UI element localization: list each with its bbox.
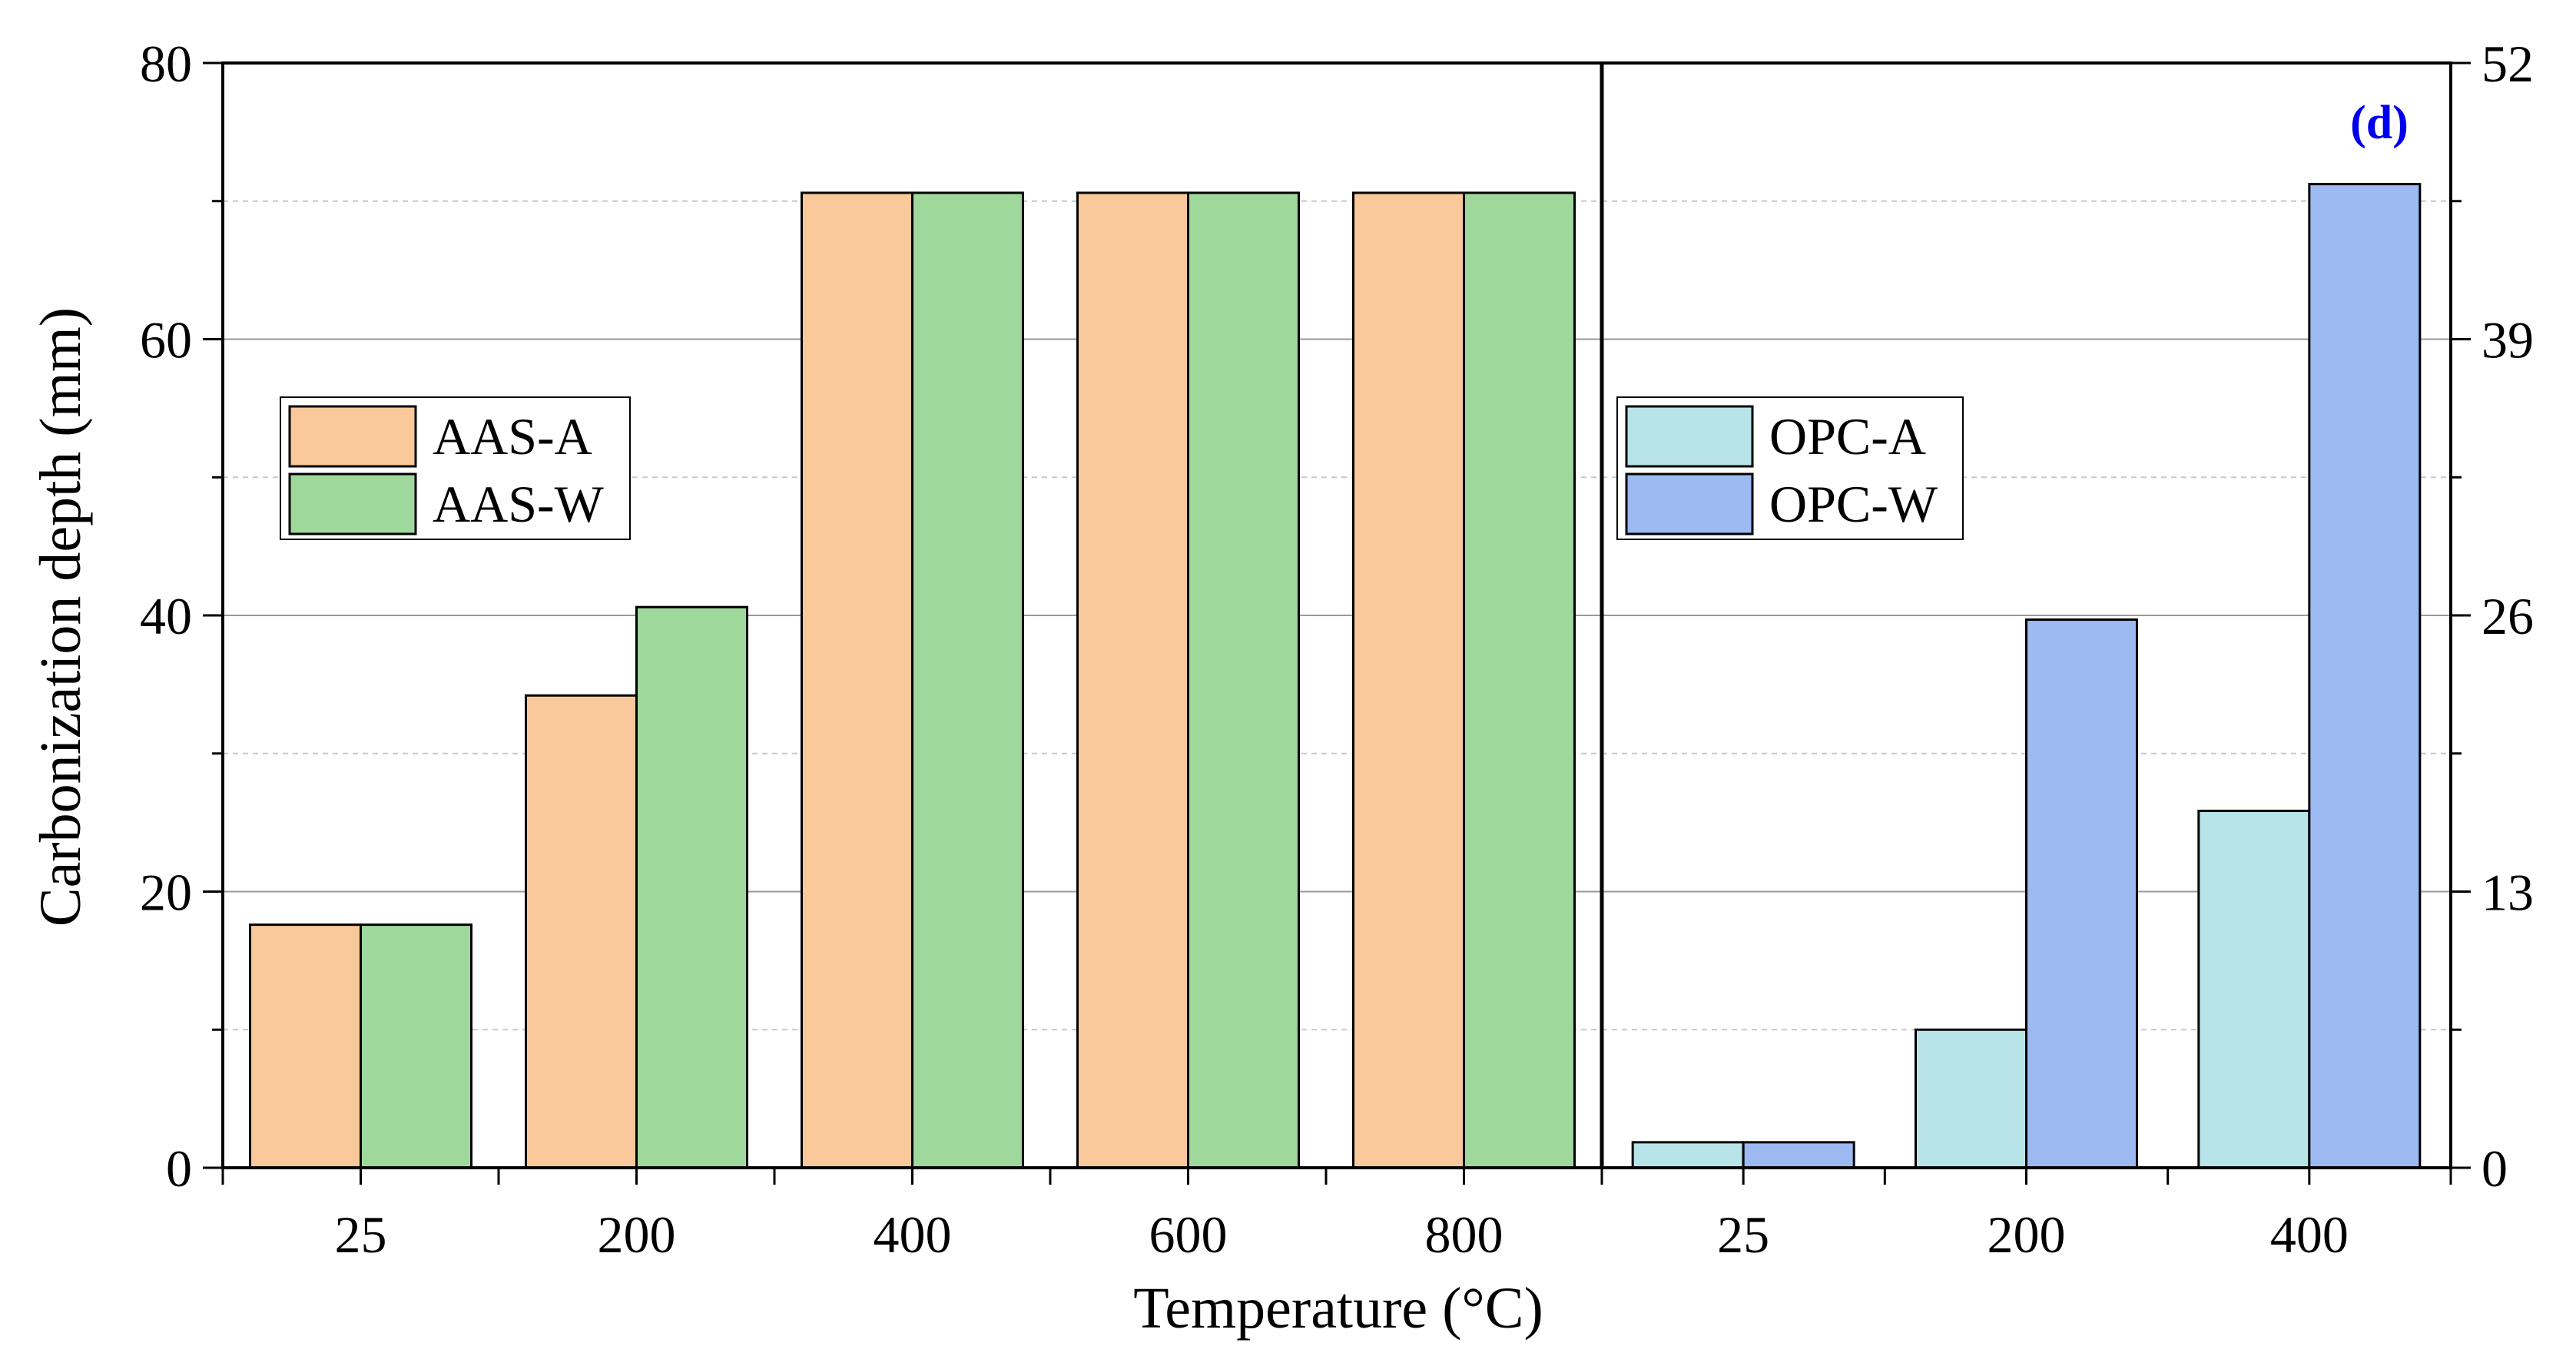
x-tick-label: 200 (598, 1205, 676, 1264)
bar-aas-w-400 (911, 191, 1024, 1169)
bar-opc-a-25 (1631, 1141, 1745, 1169)
bars (249, 183, 2422, 1169)
legend-swatch-opc-a (1625, 405, 1754, 468)
x-tick-label: 25 (1717, 1205, 1769, 1264)
y-tick-label-left: 60 (140, 311, 192, 370)
legend-swatch-aas-w (288, 472, 417, 535)
legend-label-aas-w: AAS-W (433, 475, 605, 533)
y-tick-label-right: 0 (2482, 1139, 2508, 1198)
y-tick-label-left: 20 (140, 864, 192, 922)
x-tick-label: 600 (1149, 1205, 1228, 1264)
bar-aas-w-200 (635, 605, 748, 1169)
bar-aas-a-25 (249, 923, 362, 1169)
bar-aas-a-400 (801, 191, 913, 1169)
legend-label-aas-a: AAS-A (433, 407, 592, 466)
y-tick-label-right: 39 (2482, 311, 2534, 370)
y-tick-label-left: 0 (166, 1139, 192, 1198)
legend-swatch-opc-w (1625, 472, 1754, 535)
y-tick-label-left: 40 (140, 587, 192, 645)
bar-aas-w-25 (360, 923, 472, 1169)
bar-aas-w-800 (1463, 191, 1576, 1169)
bar-opc-a-400 (2197, 809, 2311, 1169)
x-tick-label: 800 (1425, 1205, 1503, 1264)
x-tick-label: 25 (335, 1205, 387, 1264)
y-tick-label-left: 80 (140, 35, 192, 93)
bar-opc-w-200 (2025, 618, 2138, 1169)
bar-aas-a-600 (1076, 191, 1189, 1169)
x-tick-label: 400 (874, 1205, 952, 1264)
x-tick-label: 400 (2270, 1205, 2349, 1264)
y-tick-label-right: 52 (2482, 35, 2534, 93)
bar-opc-w-400 (2308, 183, 2422, 1169)
axes: 25 200 400 600 800 0 20 40 60 80 25 200 400 0 13 26 39 52 (140, 35, 2534, 1264)
legend-label-opc-a: OPC-A (1769, 407, 1926, 466)
bar-opc-w-25 (1742, 1141, 1855, 1169)
bar-aas-a-200 (525, 694, 638, 1169)
bar-opc-a-200 (1915, 1028, 2027, 1169)
x-tick-label: 200 (1988, 1205, 2066, 1264)
y-axis-title: Carbonization depth (mm) (28, 307, 93, 927)
x-axis-title: Temperature (°C) (1133, 1276, 1543, 1341)
panel-label: (d) (2350, 97, 2409, 149)
bar-aas-w-600 (1187, 191, 1300, 1169)
y-tick-label-right: 26 (2482, 587, 2534, 645)
legends: AAS-A AAS-W OPC-A OPC-W (280, 396, 1964, 540)
legend-label-opc-w: OPC-W (1769, 475, 1938, 533)
plot-frame (221, 61, 2452, 1169)
bar-aas-a-800 (1352, 191, 1465, 1169)
y-tick-label-right: 13 (2482, 864, 2534, 922)
legend-swatch-aas-a (288, 405, 417, 468)
